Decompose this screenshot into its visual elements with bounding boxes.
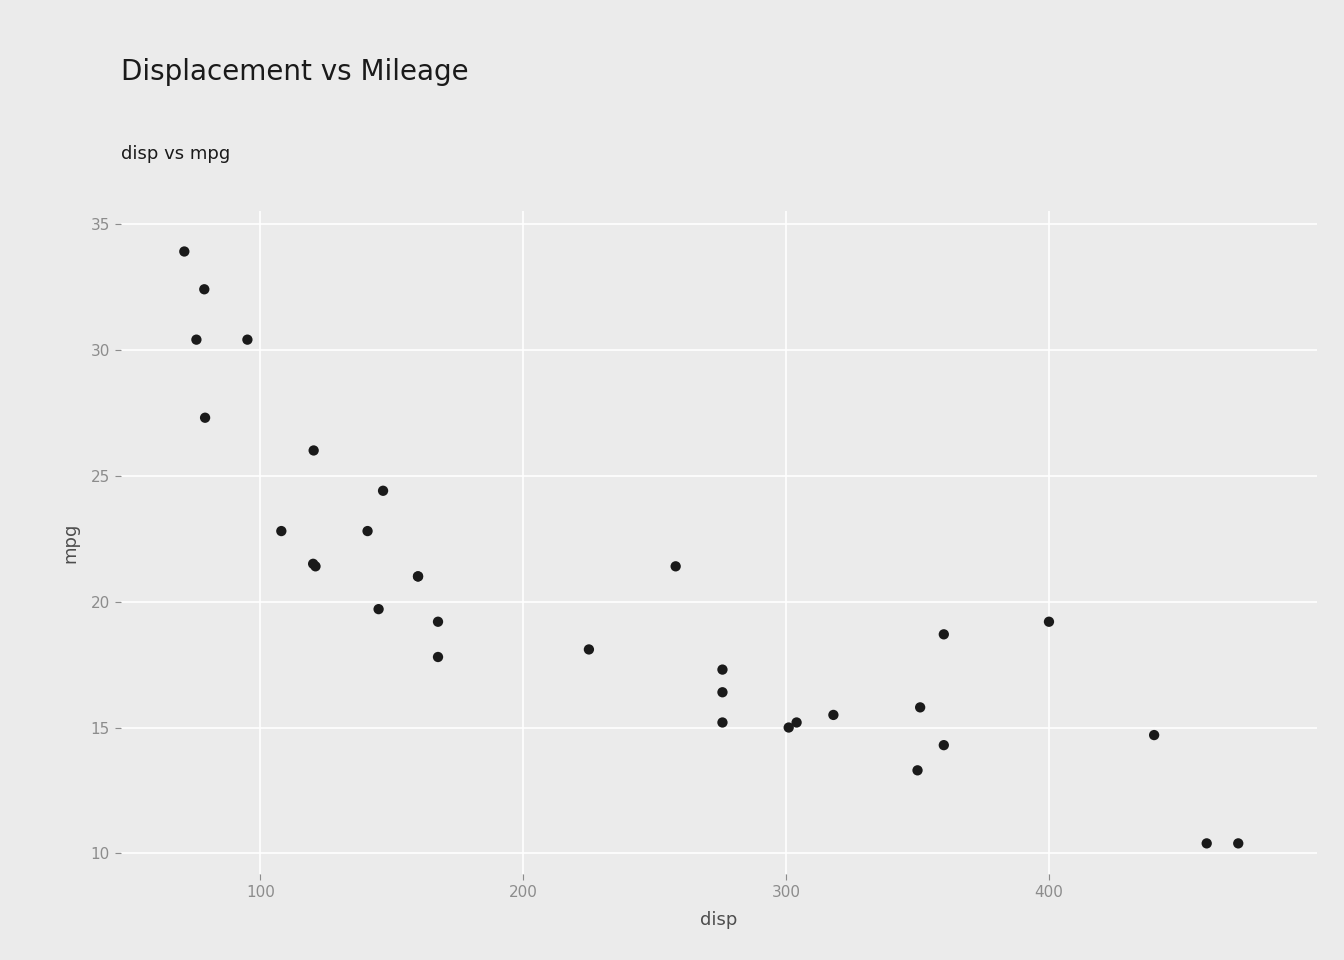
Point bbox=[910, 700, 931, 715]
Point bbox=[302, 556, 324, 571]
Point bbox=[194, 281, 215, 297]
Point bbox=[185, 332, 207, 348]
Point bbox=[305, 559, 327, 574]
Point bbox=[173, 244, 195, 259]
Point bbox=[1196, 836, 1218, 852]
Point bbox=[427, 614, 449, 630]
Point bbox=[1227, 836, 1249, 852]
Point bbox=[712, 715, 734, 731]
Point bbox=[356, 523, 378, 539]
Point bbox=[933, 737, 954, 753]
Point bbox=[778, 720, 800, 735]
Point bbox=[270, 523, 292, 539]
Point bbox=[823, 708, 844, 723]
Point bbox=[237, 332, 258, 348]
Text: disp vs mpg: disp vs mpg bbox=[121, 145, 230, 163]
Point bbox=[712, 684, 734, 700]
Point bbox=[578, 642, 599, 658]
Point bbox=[427, 649, 449, 664]
Point bbox=[302, 443, 324, 458]
Point bbox=[907, 762, 929, 778]
Point bbox=[786, 715, 808, 731]
Point bbox=[195, 410, 216, 425]
Point bbox=[1144, 728, 1165, 743]
Point bbox=[1038, 614, 1059, 630]
Point bbox=[372, 483, 394, 498]
Point bbox=[368, 602, 390, 617]
Point bbox=[407, 568, 429, 584]
Y-axis label: mpg: mpg bbox=[62, 522, 79, 563]
Point bbox=[933, 627, 954, 642]
Point bbox=[665, 559, 687, 574]
Point bbox=[712, 661, 734, 677]
X-axis label: disp: disp bbox=[700, 911, 738, 929]
Text: Displacement vs Mileage: Displacement vs Mileage bbox=[121, 59, 469, 86]
Point bbox=[407, 568, 429, 584]
